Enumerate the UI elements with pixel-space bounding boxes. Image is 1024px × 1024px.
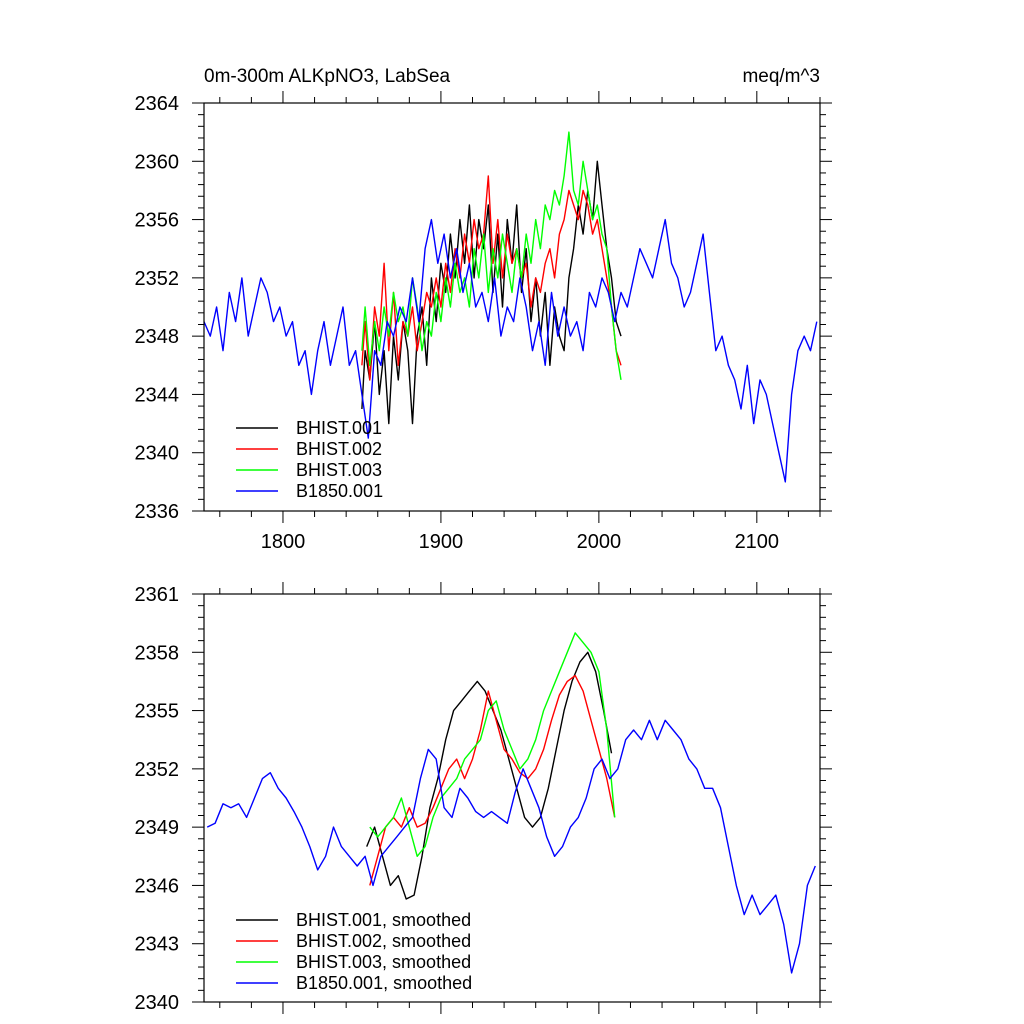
legend-label: BHIST.001 [296,418,382,438]
y-tick-label: 2358 [135,642,180,664]
y-tick-label: 2352 [135,759,180,781]
axis-ticks: 2340 2343 2346 2349 2352 2355 2358 2361 [135,582,832,1014]
x-tick-label: 2100 [735,531,780,553]
legend-label: BHIST.003, smoothed [296,952,471,972]
plot-frame [203,102,821,512]
series-line-3 [369,632,616,857]
legend-label: B1850.001 [296,481,383,501]
y-tick-label: 2360 [135,151,180,173]
legend-label: BHIST.001, smoothed [296,910,471,930]
series-group [206,632,816,974]
series-line-3 [361,131,622,381]
series-line-4 [203,218,818,483]
legend-label: B1850.001, smoothed [296,973,472,993]
y-tick-label: 2336 [135,501,180,523]
y-tick-label: 2352 [135,268,180,290]
plot-frame [203,593,821,1003]
y-tick-label: 2344 [135,384,180,406]
x-tick-label: 1800 [261,531,306,553]
y-tick-label: 2349 [135,817,180,839]
series-line-1 [361,160,622,425]
legend-label: BHIST.003 [296,460,382,480]
y-tick-label: 2364 [135,93,180,115]
legend-label: BHIST.002 [296,439,382,459]
y-tick-label: 2348 [135,326,180,348]
series-group [203,131,818,483]
y-tick-label: 2346 [135,875,180,897]
legend-label: BHIST.002, smoothed [296,931,471,951]
x-tick-label: 2000 [577,531,622,553]
y-tick-label: 2361 [135,584,180,606]
x-tick-label: 1900 [419,531,464,553]
axis-ticks: 1800 1900 2000 2100 2336 2340 2344 2348 2352 2356… [135,91,832,553]
y-tick-label: 2355 [135,701,180,723]
series-line-1 [366,651,613,900]
series-line-4 [206,719,816,974]
series-line-2 [361,175,622,381]
y-tick-label: 2356 [135,210,180,232]
lower-panel: 2340 2343 2346 2349 2352 2355 2358 2361 BHIST.0… [135,582,832,1014]
y-tick-label: 2340 [135,992,180,1014]
series-line-2 [369,674,616,886]
units-label: meq/m^3 [742,66,820,87]
upper-panel: 0m-300m ALKpNO3, LabSea meq/m^3 1800 1900… [135,66,832,553]
y-tick-label: 2343 [135,934,180,956]
y-tick-label: 2340 [135,443,180,465]
panel-title: 0m-300m ALKpNO3, LabSea [204,66,451,87]
